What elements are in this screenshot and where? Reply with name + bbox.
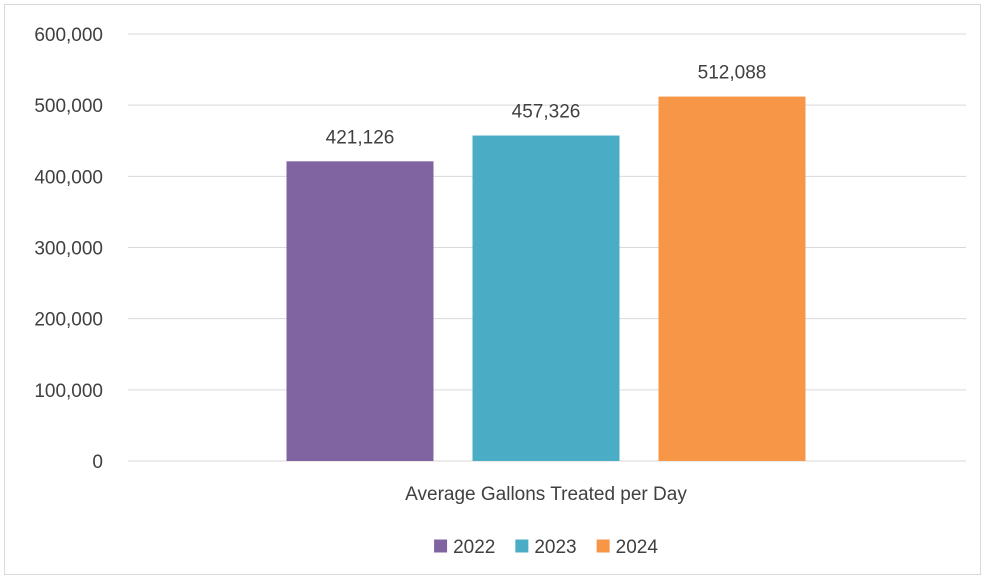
y-tick-label: 500,000	[34, 96, 103, 117]
data-labels: 421,126 457,326 512,088	[326, 63, 767, 149]
legend-label-2023: 2023	[534, 537, 576, 558]
y-tick-label: 200,000	[34, 310, 103, 331]
x-axis-category-labels: Average Gallons Treated per Day	[405, 484, 687, 505]
bar-2022	[286, 161, 434, 462]
x-category-label: Average Gallons Treated per Day	[405, 484, 687, 505]
y-tick-label: 600,000	[34, 25, 103, 46]
legend-swatch-2023	[515, 539, 529, 553]
y-tick-label: 400,000	[34, 167, 103, 188]
legend-swatch-2022	[434, 539, 448, 553]
bar-2023	[472, 135, 620, 462]
y-tick-label: 0	[92, 452, 103, 473]
bars	[286, 96, 806, 462]
data-label-2023: 457,326	[512, 102, 581, 123]
y-tick-label: 100,000	[34, 381, 103, 402]
y-tick-label: 300,000	[34, 239, 103, 260]
data-label-2022: 421,126	[326, 127, 395, 148]
legend: 2022 2023 2024	[434, 537, 658, 558]
legend-label-2024: 2024	[616, 537, 659, 558]
legend-swatch-2024	[596, 539, 610, 553]
data-label-2024: 512,088	[698, 63, 767, 84]
y-axis-tick-labels: 0 100,000 200,000 300,000 400,000 500,000 600,…	[34, 25, 103, 473]
bar-2024	[658, 96, 806, 462]
legend-label-2022: 2022	[453, 537, 495, 558]
